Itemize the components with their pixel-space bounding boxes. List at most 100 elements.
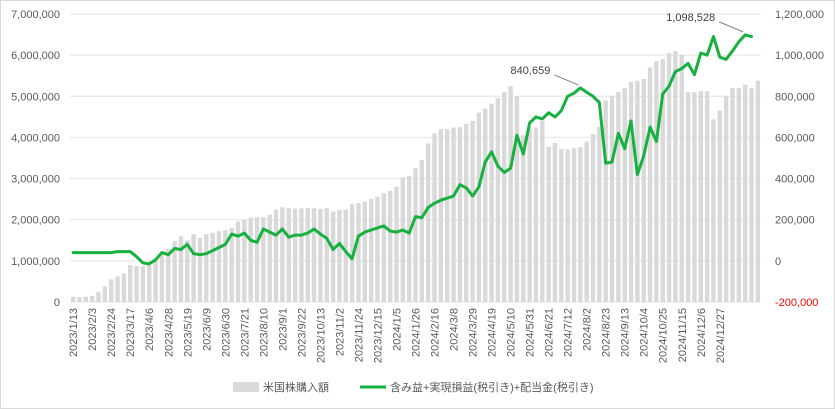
- bar: [96, 291, 101, 302]
- x-tick-label: 2023/2/3: [87, 308, 99, 351]
- bar: [400, 177, 406, 302]
- bar: [102, 286, 108, 302]
- bar: [375, 196, 380, 302]
- x-tick-label: 2024/3/8: [449, 308, 461, 351]
- x-tick-label: 2023/7/21: [239, 308, 251, 357]
- bar: [121, 273, 127, 302]
- bar: [292, 208, 298, 302]
- y-right-tick-label: 400,000: [775, 174, 815, 186]
- bar: [723, 96, 729, 303]
- y-right-tick-label: 800,000: [775, 91, 815, 103]
- annotation-label: 1,098,528: [666, 12, 715, 24]
- bar: [305, 208, 310, 302]
- bar: [451, 127, 456, 302]
- bar: [248, 217, 253, 302]
- x-tick-label: 2024/4/19: [487, 308, 499, 357]
- y-right-tick-label: 600,000: [775, 132, 815, 144]
- annotation-label: 840,659: [511, 65, 551, 77]
- bar: [229, 227, 234, 302]
- x-tick-label: 2024/5/31: [525, 308, 537, 357]
- x-tick-label: 2023/9/1: [277, 308, 289, 351]
- bar: [343, 209, 348, 302]
- bar: [635, 80, 640, 302]
- x-tick-label: 2023/12/15: [372, 308, 384, 363]
- bar: [521, 135, 526, 302]
- x-tick-label: 2023/11/2: [334, 308, 346, 356]
- x-tick-label: 2023/6/9: [201, 308, 213, 351]
- bar: [679, 55, 684, 303]
- bar: [83, 296, 89, 302]
- x-tick-label: 2023/3/17: [125, 308, 137, 357]
- bar: [514, 96, 520, 303]
- bar: [717, 110, 723, 302]
- bar: [476, 112, 482, 302]
- y-right-tick-label: 1,200,000: [775, 9, 824, 21]
- bar: [108, 279, 114, 302]
- bar: [616, 92, 621, 303]
- x-tick-label: 2024/3/29: [468, 308, 480, 357]
- bar: [647, 67, 653, 302]
- bar: [584, 141, 589, 302]
- bar: [470, 120, 475, 302]
- bar: [666, 53, 672, 303]
- bar: [502, 92, 507, 303]
- bar: [641, 79, 646, 303]
- x-tick-label: 2024/12/27: [715, 308, 727, 363]
- bar: [559, 148, 564, 302]
- bar: [590, 134, 596, 302]
- bar: [685, 92, 691, 303]
- bar: [692, 92, 697, 303]
- bar: [267, 214, 272, 302]
- bar: [622, 88, 627, 302]
- annotation-leader-line: [554, 74, 579, 86]
- x-tick-label: 2024/9/13: [620, 308, 632, 357]
- bar: [349, 204, 355, 302]
- bar: [242, 219, 247, 302]
- bar: [381, 193, 387, 302]
- bar: [711, 119, 716, 302]
- y-left-tick-label: 3,000,000: [11, 174, 60, 186]
- bar: [432, 133, 437, 302]
- x-tick-label: 2024/12/6: [696, 308, 708, 357]
- bar: [318, 209, 323, 302]
- bar: [197, 237, 203, 302]
- bar: [134, 266, 139, 302]
- bar: [673, 51, 678, 303]
- bar: [235, 221, 241, 302]
- x-tick-label: 2024/8/23: [601, 308, 613, 357]
- bar: [425, 143, 431, 302]
- bar: [223, 230, 228, 302]
- bar: [603, 100, 608, 303]
- bar: [299, 208, 304, 302]
- x-tick-label: 2023/6/30: [220, 308, 232, 357]
- x-tick-label: 2024/10/4: [639, 308, 651, 357]
- y-right-tick-label: 1,000,000: [775, 50, 824, 62]
- bar: [159, 254, 165, 302]
- annotation-leader-line: [718, 21, 744, 33]
- bar: [356, 203, 361, 302]
- y-left-tick-label: 7,000,000: [11, 9, 60, 21]
- x-tick-label: 2023/2/24: [106, 308, 118, 357]
- bar: [216, 231, 222, 302]
- bar: [483, 108, 488, 302]
- x-tick-label: 2023/1/13: [68, 308, 80, 357]
- bar: [565, 149, 570, 302]
- bar: [628, 81, 634, 302]
- bar: [387, 190, 393, 302]
- bar: [185, 240, 190, 302]
- legend-label-line: 含み益+実現損益(税引き)+配当金(税引き): [390, 380, 594, 394]
- bar: [178, 236, 184, 302]
- bar: [128, 264, 133, 302]
- bar: [368, 199, 374, 302]
- x-tick-label: 2024/1/26: [411, 308, 423, 357]
- bar: [730, 88, 735, 302]
- x-tick-label: 2023/10/13: [315, 308, 327, 363]
- bar: [70, 296, 76, 302]
- bar: [394, 186, 399, 302]
- y-left-tick-label: 0: [54, 297, 60, 309]
- line-series-path: [71, 33, 753, 266]
- bar: [463, 123, 469, 302]
- x-tick-label: 2024/8/2: [582, 308, 594, 351]
- y-right-tick-label: 200,000: [775, 215, 815, 227]
